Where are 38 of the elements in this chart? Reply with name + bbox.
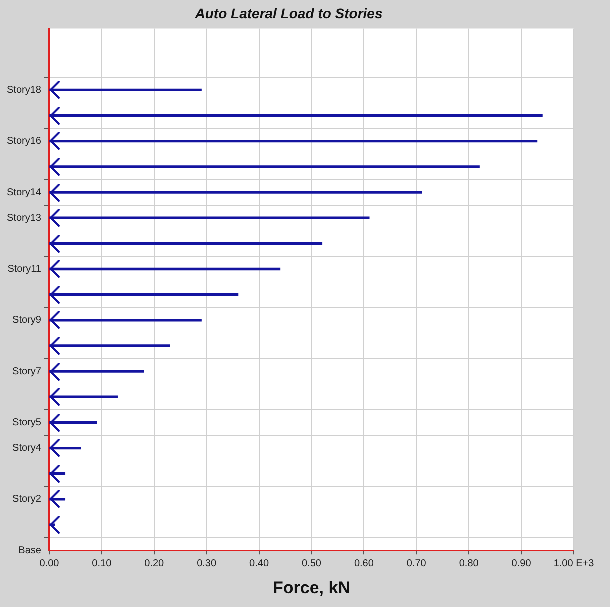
bar <box>50 140 538 143</box>
y-tick-label: Story7 <box>12 366 42 378</box>
y-tick-label: Story9 <box>12 315 42 326</box>
bar <box>50 396 118 398</box>
bar <box>50 166 480 168</box>
bar <box>50 344 170 348</box>
x-tick-label: 0.00 <box>40 558 60 570</box>
y-tick-label: Story13 <box>6 212 42 224</box>
bar <box>50 498 66 501</box>
bar <box>50 370 144 373</box>
x-tick-label: 0.70 <box>406 558 427 570</box>
y-tick-label: Story16 <box>6 136 42 148</box>
y-tick-label: Story5 <box>12 417 42 428</box>
bar <box>50 319 202 322</box>
x-tick-label: 0.50 <box>302 558 322 570</box>
bar <box>50 216 370 220</box>
x-tick-label: 0.10 <box>92 558 112 570</box>
x-axis-title: Force, kN <box>272 578 350 598</box>
y-tick-label: Story2 <box>12 494 42 506</box>
x-tick-label: 0.60 <box>354 558 374 570</box>
bar <box>50 114 543 118</box>
y-tick-label: Story11 <box>8 264 42 275</box>
bar <box>50 191 422 194</box>
bar <box>50 88 202 92</box>
chart-title: Auto Lateral Load to Stories <box>194 5 383 22</box>
x-tick-label: 0.90 <box>512 558 532 570</box>
x-tick-label: 1.00 E+3 <box>554 558 595 570</box>
bar <box>50 242 323 245</box>
bar <box>50 293 239 296</box>
x-tick-label: 0.40 <box>250 558 270 570</box>
x-tick-label: 0.80 <box>459 558 480 570</box>
bar <box>50 268 281 271</box>
y-tick-label: Story18 <box>6 84 42 96</box>
y-tick-label: Story4 <box>12 443 42 454</box>
x-tick-label: 0.20 <box>144 558 165 570</box>
y-tick-label: Base <box>18 545 42 556</box>
x-tick-label: 0.30 <box>197 558 217 570</box>
y-tick-label: Story14 <box>6 187 42 198</box>
